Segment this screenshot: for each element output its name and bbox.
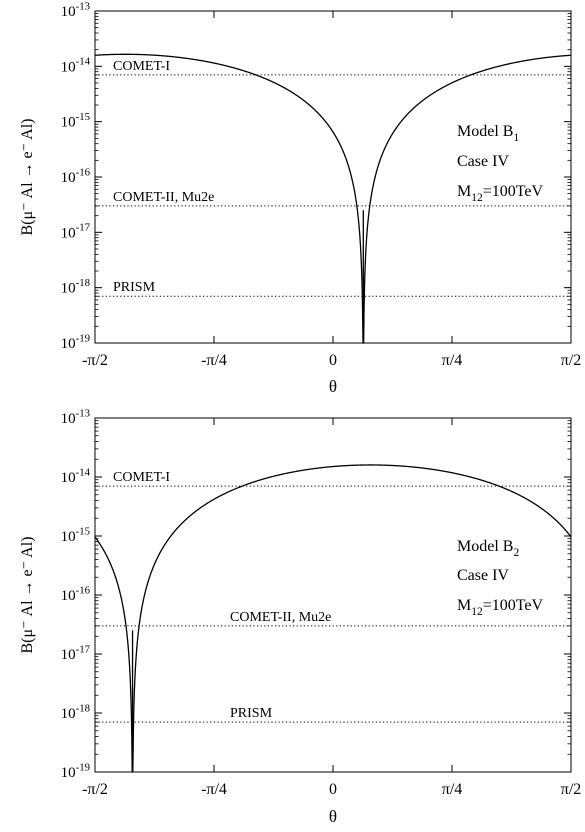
y-tick-label: 10-14 [61,56,91,76]
y-tick-label: 10-16 [61,584,91,604]
annotation-mass: M12=100TeV [457,597,544,618]
chart-panel-2: 10-13 10-14 10-15 10-16 10-17 10-18 10-19-π/2 -… [19,407,581,826]
annotation-model: Model B1 [457,123,519,144]
annotation-case: Case IV [457,153,509,170]
y-tick-label: 10-18 [61,702,90,722]
x-tick-label: -π/2 [82,781,108,798]
annotation-model: Model B2 [457,538,519,559]
y-tick-label: 10-18 [61,277,90,297]
x-tick-label: -π/2 [82,352,108,369]
branching-ratio-curve [94,53,572,344]
y-tick-label: 10-19 [61,761,90,781]
x-tick-label: 0 [329,352,337,369]
y-tick-label: 10-15 [61,525,90,545]
y-tick-label: 10-13 [61,0,90,20]
x-tick-label: π/4 [442,781,463,798]
y-tick-label: 10-16 [61,166,91,186]
limit-label: COMET-I [113,470,170,485]
limit-label: COMET-II, Mu2e [113,190,214,205]
x-tick-label: π/2 [561,352,582,369]
annotation-case: Case IV [457,567,509,584]
x-axis-label: θ [329,807,337,826]
chart-panel-1: 10-13 10-14 10-15 10-16 10-17 10-18 10-19-π/2 -… [19,0,581,396]
x-tick-label: -π/4 [201,352,227,369]
y-tick-label: 10-13 [61,407,90,427]
limit-label: COMET-II, Mu2e [230,610,331,625]
limit-label: PRISM [230,706,273,721]
x-tick-label: π/2 [561,781,582,798]
y-axis-label: B(μ⁻ Al → e⁻ Al) [19,536,36,653]
y-axis-label: B(μ⁻ Al → e⁻ Al) [19,118,36,235]
y-tick-label: 10-17 [61,222,91,242]
limit-label: PRISM [113,280,156,295]
x-tick-label: π/4 [442,352,463,369]
y-tick-label: 10-15 [61,111,90,131]
x-tick-label: -π/4 [201,781,227,798]
branching-ratio-curve [94,464,572,773]
y-tick-label: 10-19 [61,332,90,352]
limit-label: COMET-I [113,59,170,74]
x-tick-label: 0 [329,781,337,798]
y-tick-label: 10-14 [61,466,91,486]
y-tick-label: 10-17 [61,643,91,663]
x-axis-label: θ [329,377,337,396]
annotation-mass: M12=100TeV [457,183,544,204]
